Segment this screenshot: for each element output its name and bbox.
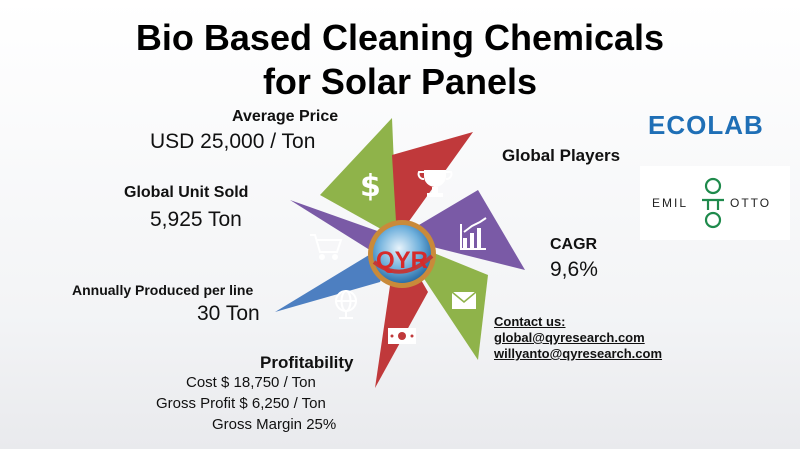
contact-heading: Contact us: <box>494 314 566 329</box>
pinwheel-infographic: $ <box>275 118 525 388</box>
emil-otto-logo-right: OTTO <box>730 196 772 210</box>
global-unit-sold-label: Global Unit Sold <box>124 184 249 201</box>
contact-block: Contact us: global@qyresearch.com willya… <box>494 314 662 362</box>
contact-email-global[interactable]: global@qyresearch.com <box>494 330 645 345</box>
segment-globe <box>275 238 397 312</box>
cagr-label: CAGR <box>550 236 598 253</box>
average-price-label: Average Price <box>232 108 339 125</box>
global-players-label: Global Players <box>502 146 621 165</box>
global-unit-sold-value: 5,925 Ton <box>150 208 242 231</box>
contact-email-willyanto[interactable]: willyanto@qyresearch.com <box>494 346 663 361</box>
ecolab-logo-text: ECOLAB <box>648 110 764 140</box>
cagr-value: 9,6% <box>550 258 598 281</box>
growth-chart-icon <box>460 217 487 250</box>
profitability-gross-profit: Gross Profit $ 6,250 / Ton <box>156 395 326 412</box>
profitability-cost: Cost $ 18,750 / Ton <box>186 374 316 391</box>
ecolab-logo: ECOLAB <box>648 110 780 144</box>
annually-produced-label: Annually Produced per line <box>72 282 254 298</box>
annually-produced-value: 30 Ton <box>197 302 260 325</box>
center-logo-text: QYR <box>376 247 428 274</box>
money-bill-icon <box>388 328 416 344</box>
segment-dollar <box>320 118 397 238</box>
center-logo-swoosh <box>372 254 434 274</box>
title-line-2: for Solar Panels <box>262 61 538 102</box>
envelope-icon <box>451 291 477 309</box>
emil-otto-logo: EMIL OTTO <box>640 166 790 240</box>
emil-otto-logo-left: EMIL <box>652 196 689 210</box>
profitability-label: Profitability <box>260 353 354 372</box>
dollar-icon: $ <box>360 169 381 204</box>
globe-icon <box>335 290 357 319</box>
shopping-cart-icon <box>310 234 343 260</box>
profitability-gross-margin: Gross Margin 25% <box>212 416 337 433</box>
title-line-1: Bio Based Cleaning Chemicals <box>135 17 665 58</box>
trophy-icon <box>417 170 453 197</box>
segment-shopping-cart <box>290 200 397 252</box>
emil-otto-symbol-icon <box>702 177 724 229</box>
average-price-value: USD 25,000 / Ton <box>150 130 316 153</box>
